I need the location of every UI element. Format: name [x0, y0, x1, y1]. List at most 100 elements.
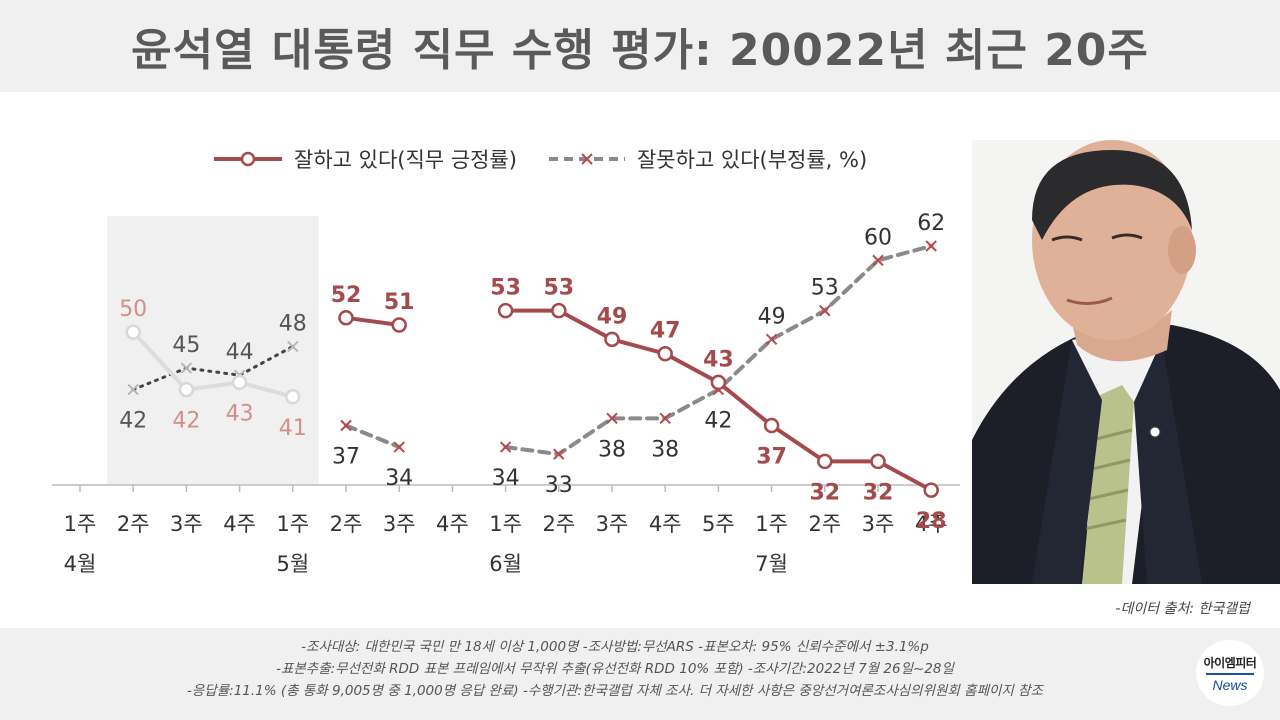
x-tick-label: 4주: [223, 512, 256, 536]
x-tick-label: 3주: [596, 512, 629, 536]
page-title: 윤석열 대통령 직무 수행 평가: 20022년 최근 20주: [131, 25, 1149, 76]
negative-data-label: 34: [385, 466, 413, 491]
positive-point: [551, 302, 567, 319]
positive-data-label: 43: [226, 401, 254, 426]
positive-data-label: 32: [863, 480, 894, 505]
x-tick-label: 2주: [330, 512, 363, 536]
positive-data-label: 47: [650, 319, 681, 344]
positive-data-label: 50: [119, 297, 147, 322]
x-tick-label: 1주: [64, 512, 97, 536]
negative-point: [925, 240, 937, 252]
positive-data-label: 53: [490, 276, 521, 301]
x-tick-label: 2주: [808, 512, 841, 536]
negative-point: [499, 441, 512, 453]
negative-point: [765, 333, 778, 346]
positive-point: [285, 389, 301, 405]
negative-series-line: [344, 423, 402, 450]
negative-point: [659, 412, 671, 425]
negative-data-label: 53: [811, 276, 839, 301]
negative-data-label: 44: [226, 340, 254, 365]
positive-series-line: [505, 308, 933, 492]
negative-data-label: 48: [279, 312, 307, 337]
negative-data-label: 62: [917, 211, 945, 236]
note-line-1: -조사대상: 대한민국 국민 만 18세 이상 1,000명 -조사방법:무선A…: [301, 639, 929, 655]
positive-data-label: 49: [597, 304, 628, 329]
positive-point: [125, 324, 141, 340]
negative-point: [393, 441, 405, 453]
negative-point: [287, 340, 299, 353]
positive-point: [497, 302, 514, 319]
negative-data-label: 38: [598, 437, 626, 462]
positive-point: [923, 482, 939, 498]
month-label: 6월: [489, 552, 522, 576]
positive-point: [391, 317, 407, 333]
positive-data-label: 51: [384, 290, 415, 315]
negative-data-label: 49: [758, 304, 786, 329]
positive-series-line: [345, 315, 400, 327]
negative-data-label: 42: [704, 409, 732, 434]
x-tick-label: 4주: [915, 512, 948, 536]
positive-point: [604, 331, 620, 348]
logo-line-2: News: [1212, 676, 1248, 693]
logo-divider: [1206, 672, 1254, 675]
positive-point: [178, 381, 195, 398]
note-line-3: -응답률:11.1% (총 통화 9,005명 중 1,000명 응답 완료) …: [187, 683, 1043, 699]
legend-item-negative: 잘못하고 있다(부정률, %): [547, 144, 867, 174]
x-tick-label: 4주: [649, 512, 682, 536]
x-tick-label: 1주: [276, 512, 309, 536]
legend-negative-marker-icon: [548, 153, 625, 165]
legend-negative-label: 잘못하고 있다(부정률, %): [636, 148, 868, 172]
legend-item-positive: 잘하고 있다(직무 긍정률): [212, 144, 517, 174]
positive-point: [231, 374, 248, 391]
x-tick-label: 1주: [489, 512, 522, 536]
negative-point: [606, 412, 618, 425]
positive-data-label: 32: [809, 480, 840, 505]
x-tick-label: 4주: [436, 512, 469, 536]
chart-legend: 잘하고 있다(직무 긍정률) 잘못하고 있다(부정률, %): [212, 140, 897, 178]
negative-point: [127, 383, 139, 396]
negative-data-label: 45: [172, 333, 200, 358]
x-tick-label: 2주: [542, 512, 575, 536]
president-portrait-icon: [972, 140, 1280, 584]
positive-point: [710, 374, 727, 391]
month-label: 4월: [64, 552, 97, 576]
title-bar: 윤석열 대통령 직무 수행 평가: 20022년 최근 20주: [0, 0, 1280, 92]
approval-line-chart: 1주 2주 3주 4주 1주 2주 3주 4주 1주 2주 3주 4주 5주 1주 2주 3주 4주 4월 5월 6월…: [52, 211, 960, 576]
negative-data-label: 60: [864, 225, 892, 250]
data-source: -데이터 출처: 한국갤럽: [1115, 601, 1250, 617]
positive-point: [338, 310, 354, 326]
positive-point: [817, 453, 833, 470]
positive-data-label: 43: [703, 347, 734, 372]
positive-point: [657, 345, 673, 362]
note-line-2: -표본추출:무선전화 RDD 표본 프레임에서 무작위 추출(유선전화 RDD …: [276, 661, 954, 677]
negative-data-label: 42: [119, 409, 147, 434]
positive-data-label: 53: [543, 276, 574, 301]
negative-data-label: 37: [332, 445, 360, 470]
negative-point: [819, 304, 831, 317]
positive-data-label: 41: [279, 416, 307, 441]
x-tick-label: 3주: [383, 512, 416, 536]
president-photo: [972, 140, 1280, 584]
positive-point: [870, 453, 886, 470]
shaded-region: [107, 216, 319, 484]
x-tick-label: 3주: [170, 512, 203, 536]
negative-point: [340, 419, 352, 432]
x-tick-label: 1주: [755, 512, 788, 536]
month-label: 7월: [755, 552, 788, 576]
negative-data-label: 34: [492, 466, 520, 491]
negative-point: [872, 254, 884, 267]
x-tick-label: 2주: [117, 512, 150, 536]
positive-data-label: 28: [916, 509, 947, 534]
negative-data-label: 38: [651, 437, 679, 462]
negative-point: [553, 448, 565, 460]
month-label: 5월: [276, 552, 309, 576]
positive-data-label: 52: [331, 283, 362, 308]
positive-point: [763, 417, 780, 434]
x-tick-label: 5주: [702, 512, 735, 536]
positive-data-label: 42: [172, 409, 200, 434]
logo-line-1: 아이엠피터: [1203, 655, 1257, 670]
legend-positive-label: 잘하고 있다(직무 긍정률): [294, 148, 517, 172]
legend-positive-marker-icon: [214, 151, 282, 167]
positive-data-label: 37: [756, 445, 787, 470]
positive-series-line: [131, 330, 294, 399]
